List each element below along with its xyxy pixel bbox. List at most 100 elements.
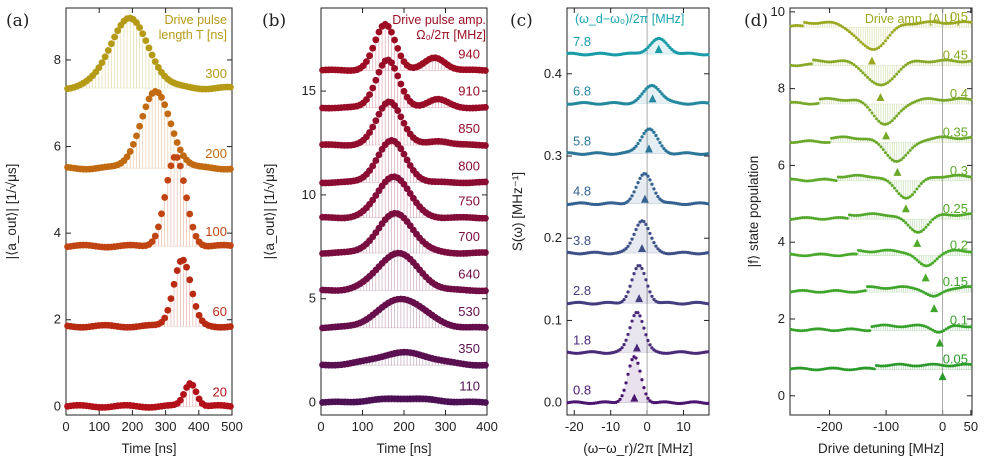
data-point: [195, 311, 203, 319]
data-point: [839, 328, 843, 332]
data-point: [944, 175, 948, 179]
data-point: [816, 21, 820, 25]
data-point: [890, 183, 894, 187]
marker-triangle: [654, 45, 663, 54]
data-point: [814, 368, 818, 372]
data-point: [872, 81, 876, 85]
data-point: [170, 280, 178, 288]
data-point: [870, 175, 874, 179]
data-point: [872, 250, 876, 254]
data-point: [861, 249, 865, 253]
data-point: [906, 324, 910, 328]
data-point: [935, 294, 939, 298]
data-point: [812, 58, 816, 62]
data-point: [834, 59, 838, 63]
data-point: [906, 22, 910, 26]
data-point: [803, 102, 807, 106]
data-point: [967, 250, 971, 254]
data-point: [482, 214, 489, 222]
data-point: [794, 177, 798, 181]
data-point: [821, 177, 825, 181]
data-point: [969, 98, 973, 102]
data-point: [870, 366, 874, 370]
data-point: [863, 103, 867, 107]
series-label: 0.4: [950, 86, 968, 101]
data-point: [886, 248, 890, 252]
data-point: [875, 117, 879, 121]
x-tick-label: -200: [817, 419, 843, 434]
data-point: [877, 249, 881, 253]
marker-triangle: [867, 56, 876, 65]
data-point: [816, 327, 820, 331]
data-point: [866, 329, 870, 333]
data-point: [814, 58, 818, 62]
data-point: [852, 98, 856, 102]
data-point: [946, 58, 950, 62]
data-point: [818, 252, 822, 256]
data-point: [881, 248, 885, 252]
y-axis-label: |f⟩ state population: [746, 156, 761, 268]
data-point: [650, 236, 654, 240]
data-point: [369, 123, 377, 131]
data-point: [859, 100, 863, 104]
data-point: [969, 59, 973, 63]
series-200: 200: [64, 87, 234, 173]
data-point: [944, 135, 948, 139]
data-point: [825, 96, 829, 100]
data-point: [901, 107, 905, 111]
data-point: [176, 396, 184, 404]
data-point: [628, 241, 632, 245]
data-point: [852, 290, 856, 294]
data-point: [654, 244, 658, 248]
data-point: [794, 100, 798, 104]
data-point: [881, 286, 885, 290]
data-point: [967, 362, 971, 366]
data-point: [803, 329, 807, 333]
data-point: [634, 185, 638, 189]
data-point: [875, 47, 879, 51]
data-point: [940, 291, 944, 295]
data-point: [937, 98, 941, 102]
data-point: [868, 137, 872, 141]
data-point: [845, 98, 849, 102]
data-point: [823, 367, 827, 371]
data-point: [931, 362, 935, 366]
series-label: 60: [213, 304, 227, 319]
data-point: [101, 53, 109, 61]
data-point: [922, 179, 926, 183]
data-point: [904, 63, 908, 67]
series-7-8: 7.8: [566, 34, 710, 57]
data-point: [946, 174, 950, 178]
marker-triangle: [632, 343, 641, 352]
data-point: [935, 20, 939, 24]
data-point: [904, 221, 908, 225]
data-point: [145, 44, 153, 52]
data-point: [816, 140, 820, 144]
data-point: [375, 151, 383, 159]
data-point: [843, 368, 847, 372]
data-point: [363, 58, 370, 66]
data-point: [910, 193, 914, 197]
data-point: [830, 253, 834, 257]
data-point: [827, 96, 831, 100]
data-point: [814, 217, 818, 221]
data-point: [863, 73, 867, 77]
data-point: [850, 327, 854, 331]
data-point: [892, 215, 896, 219]
data-point: [812, 368, 816, 372]
data-point: [836, 215, 840, 219]
data-point: [791, 328, 795, 332]
series-label: 0.45: [943, 48, 968, 63]
data-point: [883, 213, 887, 217]
data-point: [650, 41, 654, 45]
data-point: [622, 298, 626, 302]
marker-triangle: [648, 94, 657, 103]
data-point: [928, 60, 932, 64]
marker-triangle: [921, 273, 930, 282]
data-point: [816, 101, 820, 105]
data-point: [852, 327, 856, 331]
data-point: [942, 290, 946, 294]
data-point: [866, 250, 870, 254]
data-point: [848, 60, 852, 64]
data-point: [668, 46, 672, 50]
